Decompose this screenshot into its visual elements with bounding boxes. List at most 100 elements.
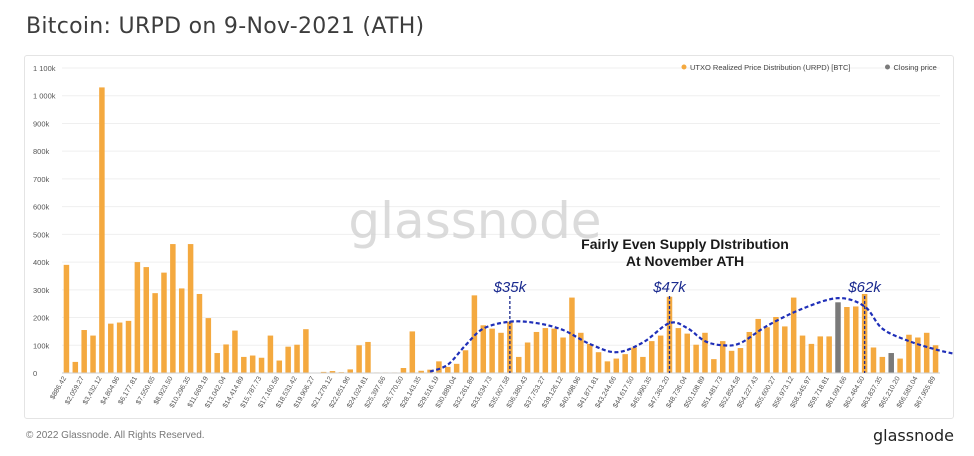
page-title: Bitcoin: URPD on 9-Nov-2021 (ATH) — [26, 14, 425, 39]
bar — [711, 359, 717, 373]
bar — [152, 293, 158, 373]
bar — [161, 272, 167, 373]
bar — [214, 353, 220, 373]
bar — [285, 346, 291, 373]
x-axis: $886.42$2,059.27$3,432.12$4,804.96$6,177… — [49, 372, 940, 409]
bar — [542, 328, 549, 373]
bar — [852, 306, 859, 373]
bar — [790, 297, 797, 373]
price-markers: $35k $47k $62k — [493, 279, 882, 373]
legend-label: UTXO Realized Price Distribution (URPD) … — [690, 63, 850, 72]
bar — [480, 325, 487, 373]
bar — [649, 341, 655, 373]
bar — [569, 297, 575, 373]
annotation-line: Fairly Even Supply DIstribution — [581, 236, 789, 252]
price-marker-label: $35k — [493, 279, 528, 296]
bar — [409, 331, 416, 373]
bar — [923, 332, 930, 373]
bar — [356, 345, 362, 373]
bar — [622, 354, 628, 373]
bar — [932, 345, 939, 373]
bar — [915, 337, 921, 373]
bar — [560, 337, 566, 373]
bar — [684, 333, 690, 373]
bar — [143, 267, 150, 373]
bar — [205, 318, 212, 373]
bar — [808, 343, 815, 373]
bar — [746, 331, 753, 373]
bar — [99, 87, 105, 373]
gridlines — [62, 67, 940, 346]
bar — [436, 361, 442, 373]
y-tick-label: 200k — [33, 314, 50, 323]
bar — [170, 244, 176, 373]
bar — [578, 332, 584, 373]
bar — [196, 293, 203, 373]
copyright-text: © 2022 Glassnode. All Rights Reserved. — [26, 430, 205, 441]
y-tick-label: 100k — [33, 341, 50, 350]
bar — [826, 336, 832, 373]
bar — [116, 322, 123, 373]
bar — [870, 347, 877, 373]
bar — [90, 335, 96, 373]
y-tick-label: 400k — [33, 258, 50, 267]
y-tick-label: 1 000k — [33, 92, 56, 101]
bar — [799, 335, 806, 373]
glassnode-logo: glassnode — [872, 426, 954, 445]
bar — [782, 326, 788, 373]
bar — [400, 368, 407, 373]
bar — [515, 356, 522, 373]
bar — [764, 327, 770, 373]
bar — [897, 358, 903, 373]
x-tick-label: $886.42 — [49, 375, 68, 401]
bar — [303, 329, 309, 373]
bar — [63, 264, 70, 373]
bar — [258, 357, 265, 373]
legend-swatch — [681, 64, 687, 70]
bar — [631, 347, 637, 373]
bar — [241, 356, 247, 373]
bar — [347, 369, 353, 373]
legend-label: Closing price — [894, 63, 937, 72]
bar — [125, 320, 132, 373]
legend: UTXO Realized Price Distribution (URPD) … — [681, 63, 937, 72]
bar — [453, 363, 460, 373]
bar — [72, 361, 79, 373]
bar — [586, 343, 593, 373]
y-tick-label: 900k — [33, 119, 50, 128]
bar — [418, 370, 424, 373]
bar — [817, 336, 824, 373]
bar — [693, 344, 699, 373]
bars — [63, 87, 939, 373]
price-marker-label: $47k — [652, 279, 687, 296]
y-axis: 0 100k 200k 300k 400k 500k 600k 700k 800k 900k 1 0… — [33, 64, 56, 378]
annotation-line: At November ATH — [626, 253, 744, 269]
y-tick-label: 500k — [33, 230, 50, 239]
bar — [604, 361, 611, 373]
y-tick-label: 0 — [33, 369, 37, 378]
bar — [879, 356, 886, 373]
bar — [835, 302, 841, 373]
bar — [737, 348, 744, 373]
bar — [728, 350, 735, 373]
y-tick-label: 800k — [33, 147, 50, 156]
bar — [445, 366, 451, 373]
bar — [906, 334, 912, 373]
bar — [844, 307, 850, 373]
bar — [489, 328, 495, 373]
bar — [719, 341, 726, 373]
y-tick-label: 600k — [33, 203, 50, 212]
bar — [533, 331, 540, 373]
bar — [329, 371, 336, 373]
bar — [498, 332, 504, 373]
bar — [551, 328, 557, 373]
bar — [267, 335, 274, 373]
bar — [657, 335, 664, 373]
bar — [640, 356, 646, 373]
bar — [888, 353, 894, 373]
bar — [524, 342, 531, 373]
bar — [232, 330, 238, 373]
bar — [613, 358, 620, 373]
